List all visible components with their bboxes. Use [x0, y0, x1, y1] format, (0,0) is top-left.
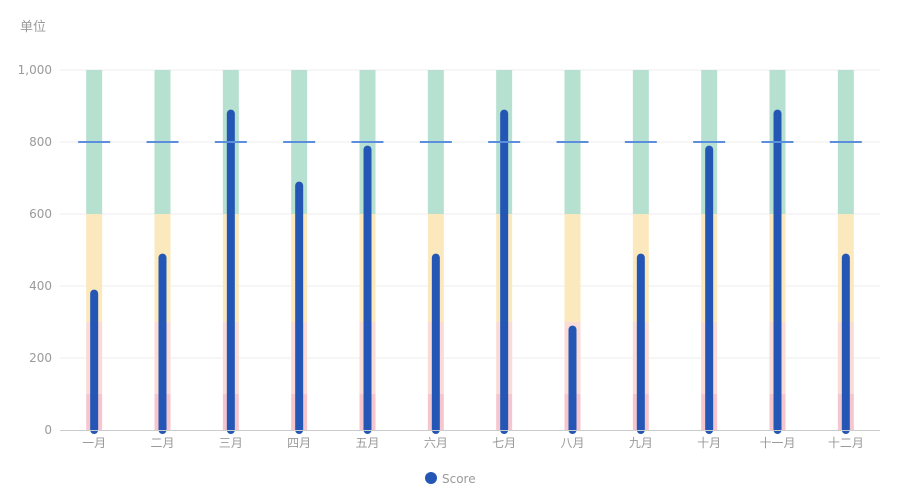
score-bar	[431, 253, 440, 434]
score-bar	[705, 145, 714, 434]
y-tick-label: 0	[44, 423, 52, 437]
score-bar	[568, 325, 577, 434]
y-tick-label: 800	[29, 135, 52, 149]
score-bar	[295, 181, 304, 434]
score-bars	[90, 109, 850, 434]
y-tick-label: 400	[29, 279, 52, 293]
y-axis-unit-label: 单位	[20, 20, 46, 35]
range-bands	[86, 70, 854, 430]
score-bar	[841, 253, 850, 434]
x-tick-label: 七月	[492, 436, 516, 450]
x-tick-label: 四月	[287, 436, 311, 450]
x-tick-label: 二月	[150, 436, 174, 450]
x-tick-label: 五月	[355, 436, 379, 450]
legend[interactable]: Score	[425, 472, 476, 486]
x-tick-label: 九月	[629, 436, 653, 450]
legend-label-score: Score	[442, 472, 476, 486]
score-bar	[90, 289, 99, 434]
y-tick-label: 600	[29, 207, 52, 221]
legend-marker-score	[425, 472, 437, 484]
x-tick-label: 十月	[697, 436, 721, 450]
score-bar	[363, 145, 372, 434]
score-bar	[636, 253, 645, 434]
range-band	[564, 214, 581, 322]
x-tick-label: 一月	[82, 436, 106, 450]
grid-lines	[60, 69, 880, 359]
score-bar	[226, 109, 235, 434]
score-bar	[773, 109, 782, 434]
y-tick-label: 1,000	[18, 63, 52, 77]
x-tick-label: 三月	[219, 436, 243, 450]
x-tick-label: 十二月	[828, 436, 864, 450]
y-axis-ticks: 0 200 400 600 800 1,000	[18, 63, 52, 437]
score-bar	[158, 253, 167, 434]
x-tick-label: 十一月	[759, 436, 795, 450]
y-tick-label: 200	[29, 351, 52, 365]
x-tick-label: 六月	[424, 436, 448, 450]
x-axis-ticks: 一月 二月 三月 四月 五月 六月 七月 八月 九月 十月 十一月 十二月	[82, 436, 864, 450]
score-bar	[500, 109, 509, 434]
x-tick-label: 八月	[560, 436, 584, 450]
